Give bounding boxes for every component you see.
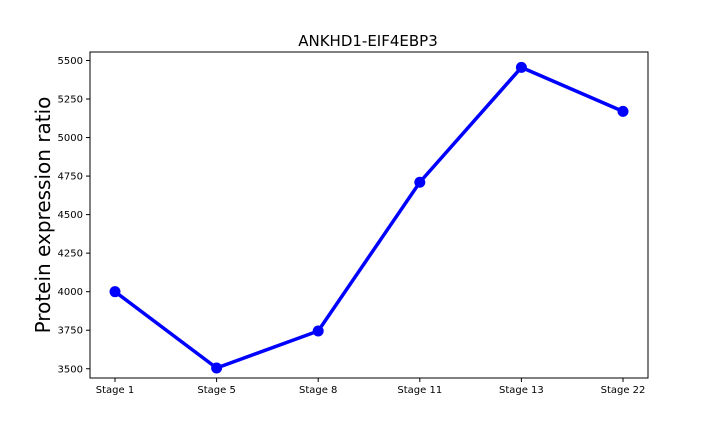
series-layer	[109, 61, 629, 374]
x-tick-label: Stage 22	[601, 385, 646, 396]
data-point	[211, 362, 223, 374]
y-tick-label: 3750	[58, 326, 83, 337]
y-tick-label: 3500	[58, 364, 83, 375]
x-tick-label: Stage 13	[499, 385, 544, 396]
series-line	[113, 65, 624, 370]
y-tick-label: 4000	[58, 287, 83, 298]
x-tick-label: Stage 1	[96, 385, 134, 396]
y-axis-label: Protein expression ratio	[31, 97, 55, 334]
x-axis: Stage 1 Stage 5 Stage 8 Stage 11 Stage 13 Sta…	[96, 378, 646, 396]
x-tick-label: Stage 11	[397, 385, 442, 396]
data-point	[617, 105, 629, 117]
y-tick-label: 5000	[58, 133, 83, 144]
data-point	[312, 325, 324, 337]
plot-area-frame	[89, 51, 649, 379]
data-point	[515, 61, 527, 73]
data-point	[109, 286, 121, 298]
x-tick-label: Stage 8	[299, 385, 337, 396]
y-tick-label: 4250	[58, 249, 83, 260]
y-tick-label: 4750	[58, 172, 83, 183]
x-tick-label: Stage 5	[197, 385, 235, 396]
y-tick-label: 5250	[58, 95, 83, 106]
y-tick-label: 4500	[58, 210, 83, 221]
chart-title: ANKHD1-EIF4EBP3	[298, 32, 438, 50]
y-tick-label: 5500	[58, 56, 83, 67]
data-point	[414, 176, 426, 188]
y-axis: 3500 3750 4000 4250 4500 4750 5000 5250 5500	[58, 56, 90, 375]
